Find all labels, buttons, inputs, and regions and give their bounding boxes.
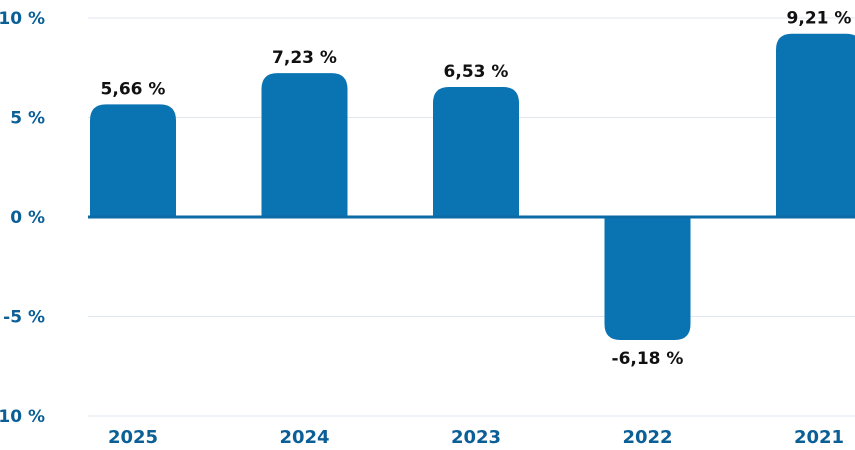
bar-2021 xyxy=(776,33,855,217)
bars xyxy=(90,33,855,340)
x-tick-label: 2022 xyxy=(622,427,672,448)
x-tick-label: 2025 xyxy=(108,427,158,448)
grid-lines xyxy=(88,17,855,417)
x-tick-label: 2024 xyxy=(279,427,329,448)
bar-2025 xyxy=(90,104,176,217)
data-labels: 5,66 % 7,23 % 6,53 % -6,18 % 9,21 % xyxy=(101,9,852,369)
x-axis-ticks: 2025 2024 2023 2022 2021 xyxy=(108,427,844,448)
data-label-2025: 5,66 % xyxy=(101,79,166,99)
bar-2024 xyxy=(261,73,348,217)
y-tick-label: -5 % xyxy=(3,308,45,328)
data-label-2021: 9,21 % xyxy=(787,9,852,29)
y-tick-label: 5 % xyxy=(10,109,45,129)
x-tick-label: 2021 xyxy=(794,427,844,448)
bar-2022 xyxy=(604,217,691,340)
data-label-2023: 6,53 % xyxy=(444,62,509,82)
data-label-2022: -6,18 % xyxy=(612,349,684,369)
y-tick-label: -10 % xyxy=(0,407,45,427)
bar-2023 xyxy=(433,87,519,217)
y-axis-ticks: 10 % 5 % 0 % -5 % -10 % xyxy=(0,9,45,427)
x-tick-label: 2023 xyxy=(451,427,501,448)
data-label-2024: 7,23 % xyxy=(272,48,337,68)
y-tick-label: 10 % xyxy=(0,9,45,29)
y-tick-label: 0 % xyxy=(10,208,45,228)
